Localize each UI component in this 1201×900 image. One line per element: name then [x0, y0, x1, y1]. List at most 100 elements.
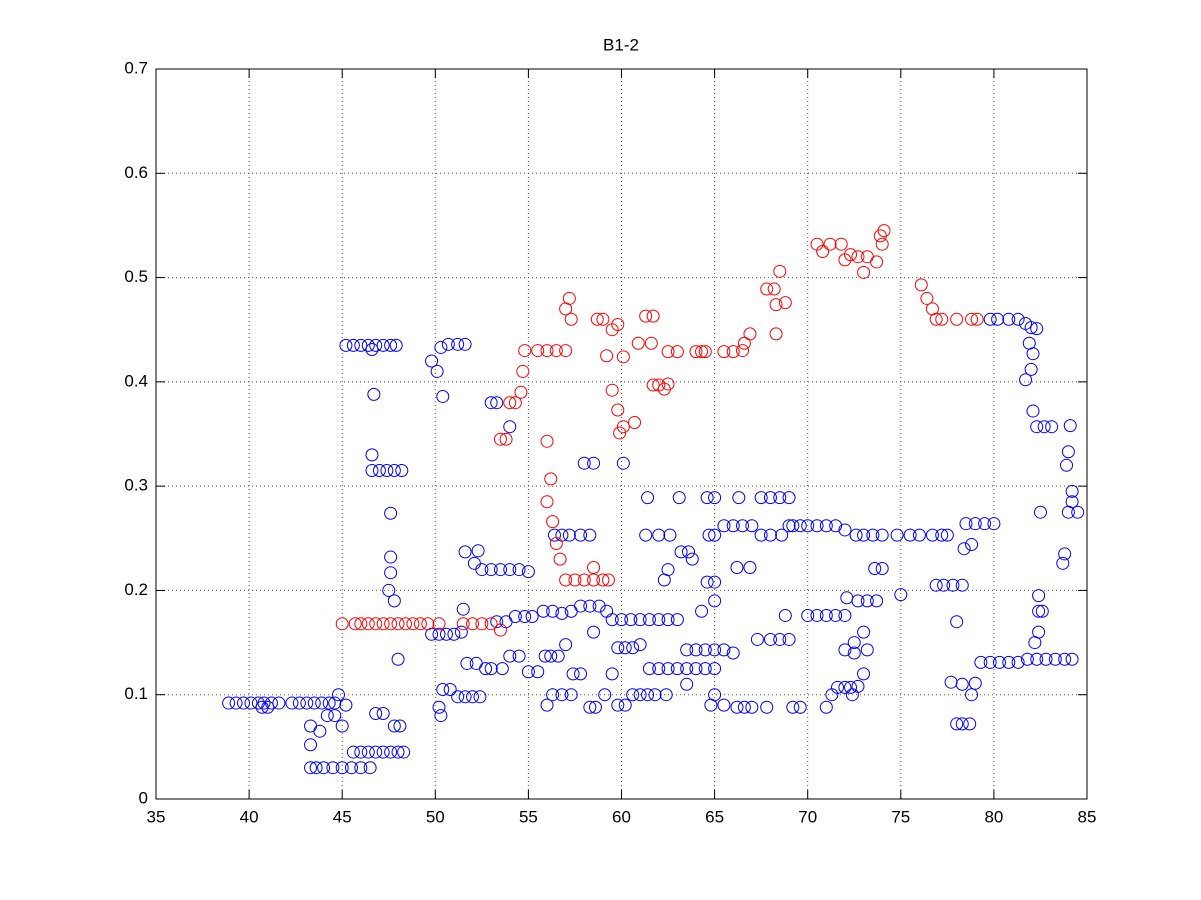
scatter-point: [503, 563, 517, 577]
scatter-point: [682, 545, 696, 559]
scatter-point: [866, 528, 880, 542]
scatter-point: [1063, 419, 1077, 433]
scatter-point: [479, 662, 493, 676]
scatter-point: [601, 573, 615, 587]
scatter-point: [920, 291, 934, 305]
scatter-point: [782, 519, 796, 533]
scatter-point: [823, 237, 837, 251]
scatter-point: [763, 491, 777, 505]
scatter-point: [914, 278, 928, 292]
scatter-point: [484, 396, 498, 410]
scatter-point: [376, 706, 390, 720]
scatter-point: [261, 700, 275, 714]
scatter-point: [672, 491, 686, 505]
scatter-point: [339, 338, 353, 352]
scatter-point: [367, 387, 381, 401]
scatter-point: [493, 623, 507, 637]
chart-title: B1-2: [603, 35, 639, 54]
scatter-point: [384, 550, 398, 564]
scatter-point: [868, 562, 882, 576]
scatter-point: [525, 610, 539, 623]
scatter-point: [955, 717, 969, 731]
scatter-point: [348, 617, 362, 631]
scatter-point: [870, 255, 884, 269]
scatter-point: [508, 610, 522, 623]
scatter-point: [652, 528, 666, 542]
scatter-point: [458, 545, 472, 559]
scatter-point: [363, 761, 377, 775]
scatter-point: [847, 636, 861, 650]
scatter-point: [1011, 312, 1025, 326]
scatter-point: [346, 745, 360, 759]
scatter-point: [860, 250, 874, 264]
scatter-point: [940, 528, 954, 542]
scatter-point: [1026, 347, 1040, 361]
scatter-point: [950, 615, 964, 629]
scatter-point: [490, 615, 504, 629]
scatter-point: [1071, 505, 1085, 519]
scatter-point: [384, 338, 398, 352]
scatter-point: [521, 665, 535, 679]
scatter-point: [320, 709, 334, 723]
scatter-point: [354, 761, 368, 775]
scatter-point: [946, 578, 960, 592]
scatter-point: [838, 680, 852, 694]
scatter-point: [1030, 652, 1044, 666]
scatter-point: [391, 745, 405, 759]
scatter-point: [436, 683, 450, 696]
scatter-point: [944, 675, 958, 689]
scatter-point: [983, 655, 997, 669]
scatter-point: [708, 575, 722, 589]
y-tick-label: 0.5: [124, 267, 148, 286]
scatter-point: [737, 700, 751, 714]
scatter-point: [309, 761, 323, 775]
scatter-point: [786, 700, 800, 714]
scatter-point: [493, 563, 507, 577]
scatter-point: [754, 491, 768, 505]
scatter-point: [1058, 547, 1072, 561]
scatter-point: [434, 709, 448, 723]
scatter-point: [376, 617, 390, 631]
scatter-point: [544, 649, 558, 663]
scatter-point: [451, 690, 465, 704]
scatter-point: [730, 700, 744, 714]
scatter-point: [391, 652, 405, 666]
scatter-point: [587, 456, 601, 470]
scatter-point: [272, 696, 286, 710]
scatter-point: [626, 688, 640, 702]
scatter-point: [508, 396, 522, 410]
scatter-point: [315, 696, 329, 710]
scatter-point: [222, 696, 236, 710]
scatter-point: [648, 688, 662, 702]
scatter-point: [536, 604, 550, 618]
scatter-point: [413, 617, 427, 631]
scatter-point: [1056, 556, 1070, 570]
scatter-point: [568, 573, 582, 587]
scatter-point: [540, 434, 554, 448]
scatter-point: [384, 617, 398, 631]
scatter-point: [830, 680, 844, 694]
scatter-point: [767, 282, 781, 296]
scatter-point: [559, 302, 573, 316]
scatter-point: [300, 696, 314, 710]
scatter-point: [875, 562, 889, 576]
scatter-point: [1033, 505, 1047, 519]
scatter-point: [782, 632, 796, 646]
scatter-point: [1065, 652, 1079, 666]
scatter-point: [605, 667, 619, 681]
scatter-point: [339, 698, 353, 712]
scatter-point: [631, 336, 645, 350]
scatter-point: [870, 594, 884, 608]
scatter-point: [745, 519, 759, 533]
scatter-point: [244, 696, 258, 710]
scatter-point: [745, 700, 759, 714]
scatter-point: [495, 662, 509, 676]
scatter-point: [540, 495, 554, 509]
scatter-point: [860, 643, 874, 657]
scatter-point: [1061, 445, 1075, 459]
scatter-point: [562, 528, 576, 542]
scatter-point: [875, 528, 889, 542]
scatter-point: [551, 649, 565, 663]
scatter-point: [834, 237, 848, 251]
